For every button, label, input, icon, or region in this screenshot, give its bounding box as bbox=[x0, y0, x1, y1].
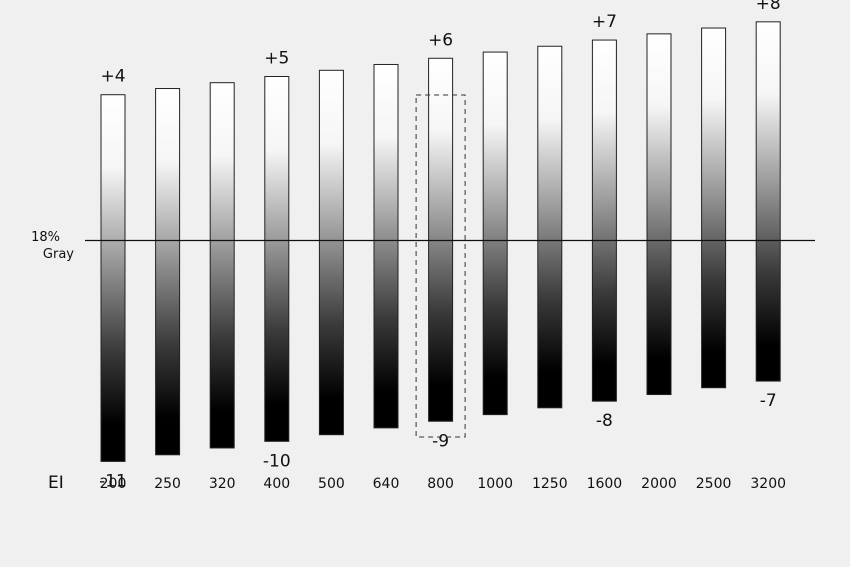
bottom-label-400: -10 bbox=[263, 451, 291, 471]
bar-1250 bbox=[537, 45, 563, 409]
x-tick-640: 640 bbox=[373, 476, 400, 492]
bottom-label-3200: -7 bbox=[760, 391, 777, 411]
x-tick-1250: 1250 bbox=[532, 476, 568, 492]
x-tick-500: 500 bbox=[318, 476, 345, 492]
bar-400 bbox=[264, 75, 290, 442]
bar-250 bbox=[155, 88, 181, 456]
reference-label-line1: 18% bbox=[31, 230, 60, 245]
bar-500 bbox=[318, 69, 344, 436]
bar-1600 bbox=[591, 39, 617, 402]
bottom-label-800: -9 bbox=[432, 431, 449, 451]
x-tick-1000: 1000 bbox=[477, 476, 513, 492]
x-tick-2500: 2500 bbox=[696, 476, 732, 492]
x-tick-1600: 1600 bbox=[587, 476, 623, 492]
labels-layer: 200 +4 -11 250 320 400 +5 -10 500 640 800 +6 -9 1000 1… bbox=[99, 0, 786, 492]
top-label-400: +5 bbox=[264, 48, 289, 68]
x-tick-200: 200 bbox=[100, 476, 127, 492]
bottom-label-200: -11 bbox=[99, 471, 127, 491]
bar-800 bbox=[428, 57, 454, 422]
bars-layer bbox=[100, 21, 781, 462]
x-tick-3200: 3200 bbox=[750, 476, 786, 492]
bar-320 bbox=[209, 82, 235, 449]
highlight-box-800 bbox=[415, 94, 466, 438]
bar-640 bbox=[373, 63, 399, 429]
x-tick-250: 250 bbox=[154, 476, 181, 492]
bar-200 bbox=[100, 94, 126, 462]
bar-3200 bbox=[755, 21, 781, 382]
x-tick-400: 400 bbox=[263, 476, 290, 492]
x-tick-2000: 2000 bbox=[641, 476, 677, 492]
top-label-800: +6 bbox=[428, 30, 453, 50]
x-axis-title: EI bbox=[48, 473, 64, 493]
top-label-3200: +8 bbox=[756, 0, 781, 14]
top-label-1600: +7 bbox=[592, 12, 617, 32]
bar-2500 bbox=[701, 27, 727, 389]
bar-2000 bbox=[646, 33, 672, 396]
bar-1000 bbox=[482, 51, 508, 416]
reference-label-line2: Gray bbox=[43, 247, 74, 262]
top-label-200: +4 bbox=[100, 67, 125, 87]
x-tick-320: 320 bbox=[209, 476, 236, 492]
x-tick-800: 800 bbox=[427, 476, 454, 492]
bottom-label-1600: -8 bbox=[596, 411, 613, 431]
